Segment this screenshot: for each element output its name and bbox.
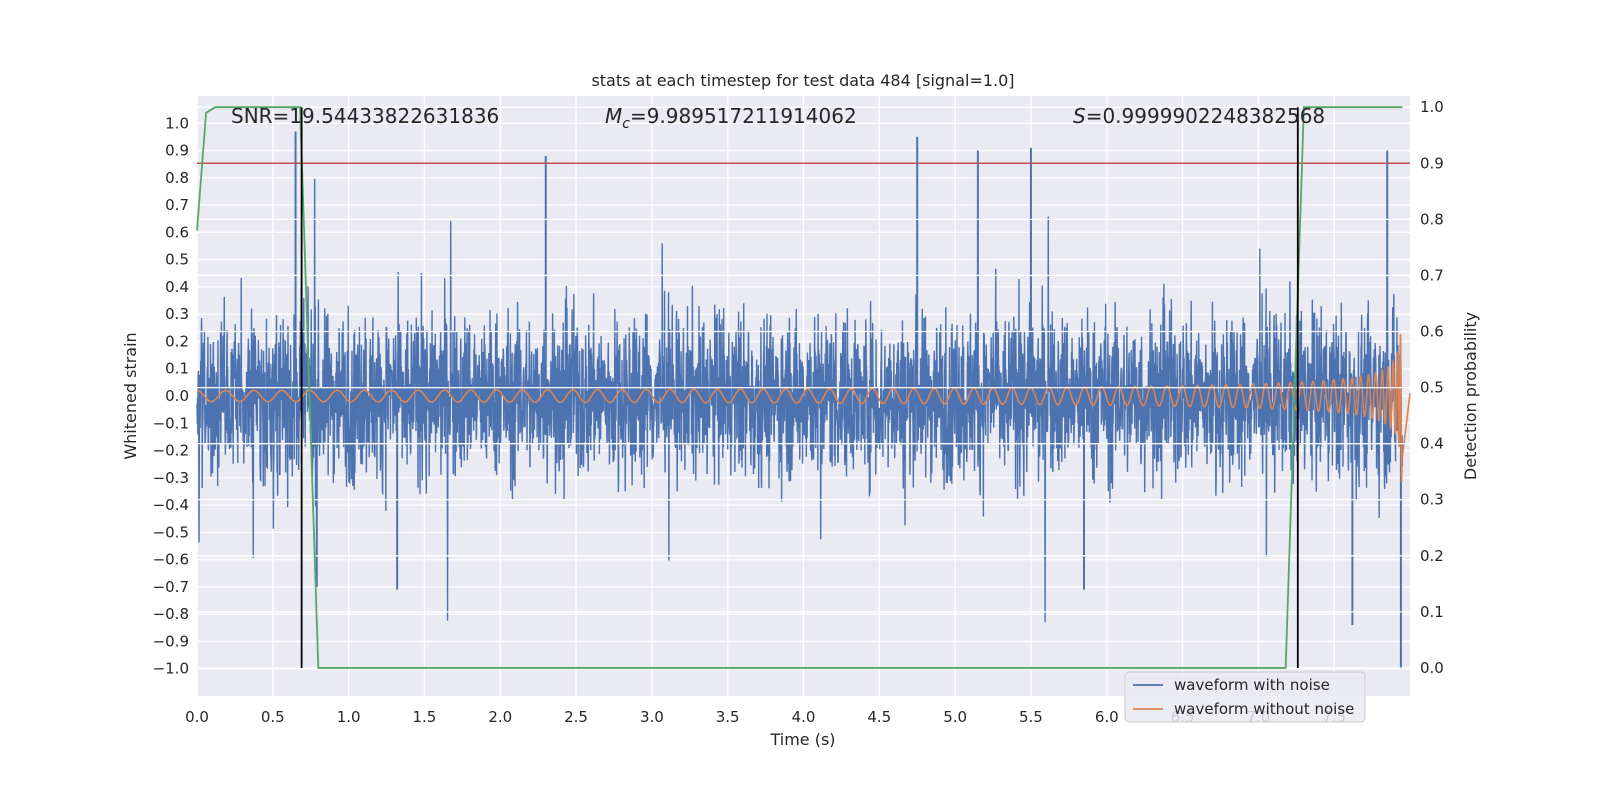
y-tick-label: −0.8 [153,605,189,623]
right-tick-label: 0.1 [1420,603,1444,621]
x-tick-label: 0.5 [261,708,285,726]
right-tick-label: 0.3 [1420,491,1444,509]
y-tick-labels: 1.0 0.9 0.8 0.7 0.6 0.5 0.4 0.3 0.2 0.1 0.0 −0.1 −0.… [153,114,189,677]
x-tick-label: 5.5 [1019,708,1043,726]
right-tick-label: 0.9 [1420,154,1444,172]
y-tick-label: 0.9 [165,142,189,160]
y-tick-label: −0.2 [153,442,189,460]
detection-probability-line [196,106,1403,669]
y-tick-label: −0.3 [153,469,189,487]
x-tick-label: 4.0 [792,708,816,726]
right-axis-grid [197,106,1410,669]
y-tick-label: −0.4 [153,496,189,514]
chirp-mass-value: =9.989517211914062 [630,104,857,128]
right-tick-label: 0.0 [1420,659,1444,677]
legend-label-clean: waveform without noise [1174,700,1354,718]
y-tick-label: 0.5 [165,251,189,269]
right-tick-label: 1.0 [1420,98,1444,116]
x-tick-label: 0.0 [185,708,209,726]
series-waveform-without-noise [197,333,1411,483]
snr-annotation: SNR=19.54433822631836 [231,104,499,128]
y-tick-label: 0.7 [165,196,189,214]
y-tick-label: 0.8 [165,169,189,187]
y-tick-label: −0.9 [153,632,189,650]
score-annotation: S=0.9999902248382568 [1073,104,1325,128]
right-axis-label: Detection probability [1461,312,1480,480]
legend-label-noise: waveform with noise [1174,676,1330,694]
y-tick-label: −0.5 [153,523,189,541]
right-tick-label: 0.7 [1420,266,1444,284]
y-tick-label: 0.2 [165,332,189,350]
right-tick-label: 0.6 [1420,323,1444,341]
chirp-mass-symbol: M [605,104,622,128]
right-tick-label: 0.4 [1420,435,1444,453]
x-tick-label: 6.0 [1095,708,1119,726]
y-tick-label: 0.0 [165,387,189,405]
y-tick-label: 0.1 [165,360,189,378]
x-tick-label: 1.0 [337,708,361,726]
y-tick-label: 0.3 [165,305,189,323]
x-tick-label: 1.5 [413,708,437,726]
y-tick-label: 1.0 [165,114,189,132]
score-symbol: S [1073,104,1086,128]
legend: waveform with noise waveform without noi… [1124,671,1366,723]
right-tick-label: 0.5 [1420,379,1444,397]
y-tick-label: −0.6 [153,551,189,569]
right-tick-label: 0.2 [1420,547,1444,565]
x-tick-label: 5.0 [943,708,967,726]
y-axis-label: Whitened strain [121,332,140,459]
right-tick-label: 0.8 [1420,210,1444,228]
x-tick-label: 2.5 [564,708,588,726]
y-tick-label: −0.1 [153,414,189,432]
y-tick-label: −1.0 [153,660,189,678]
x-axis-label: Time (s) [769,730,835,749]
y-tick-label: −0.7 [153,578,189,596]
y-tick-label: 0.6 [165,223,189,241]
chart-title: stats at each timestep for test data 484… [591,71,1014,90]
chirp-mass-annotation: Mc=9.989517211914062 [605,104,857,132]
x-tick-label: 2.0 [488,708,512,726]
right-tick-labels: 1.0 0.9 0.8 0.7 0.6 0.5 0.4 0.3 0.2 0.1 0.0 [1420,98,1444,677]
x-tick-label: 3.0 [640,708,664,726]
x-tick-label: 4.5 [867,708,891,726]
y-tick-label: 0.4 [165,278,189,296]
score-value: =0.9999902248382568 [1086,104,1325,128]
chirp-mass-subscript: c [622,116,630,132]
x-tick-label: 3.5 [716,708,740,726]
overlays [196,106,1410,669]
clean-waveform-line [197,333,1411,483]
